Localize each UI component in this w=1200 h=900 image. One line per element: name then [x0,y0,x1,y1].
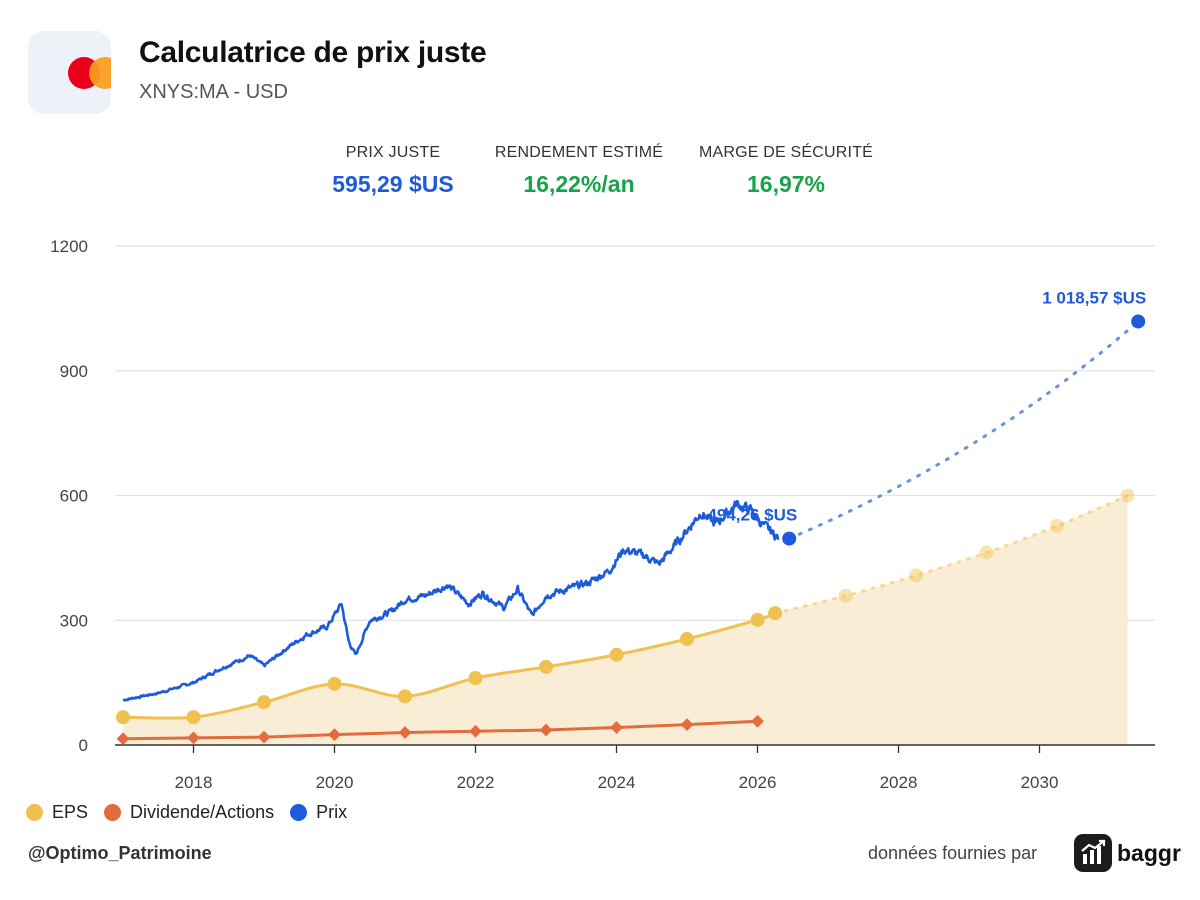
eps-point [186,710,201,725]
eps-point [468,671,483,686]
y-tick-label: 1200 [50,237,88,256]
price-target-label: 1 018,57 $US [1042,288,1146,307]
metric-label: PRIX JUSTE [345,144,441,161]
price-line [122,499,780,702]
data-source-text: données fournies par [868,843,1038,863]
x-tick-label: 2024 [598,773,636,792]
y-tick-label: 0 [79,736,88,755]
eps-point [609,647,624,662]
eps-projected-point [979,545,994,560]
eps-area [123,495,1128,745]
metric-label: MARGE DE SÉCURITÉ [698,144,874,161]
price-current-point [782,531,797,546]
price-projected-line [787,319,1140,541]
chart-legend: EPS Dividende/Actions Prix [26,802,363,823]
x-tick-label: 2026 [739,773,777,792]
eps-projected-point [1050,518,1065,533]
legend-dot [104,804,122,821]
x-tick-label: 2018 [175,773,213,792]
eps-projected-point [838,588,853,603]
metric-fair-price: PRIX JUSTE 595,29 $US [318,144,468,198]
legend-item-dividend[interactable]: Dividende/Actions [104,802,274,823]
author-handle[interactable]: @Optimo_Patrimoine [28,843,212,863]
metric-estimated-yield: RENDEMENT ESTIMÉ 16,22%/an [485,144,673,198]
metric-label: RENDEMENT ESTIMÉ [494,144,664,161]
x-tick-label: 2030 [1021,773,1059,792]
metric-value: 16,22%/an [523,171,635,197]
x-tick-label: 2028 [880,773,918,792]
bar-chart-icon[interactable] [1074,834,1112,872]
eps-point [539,659,553,674]
legend-label: Dividende/Actions [130,802,275,822]
eps-point [750,612,765,627]
eps-projected-line [773,494,1130,615]
brand-name[interactable]: baggr [1117,840,1181,866]
legend-label: Prix [316,802,348,822]
legend-dot [26,804,43,821]
eps-point [257,695,271,710]
eps-point [327,676,342,691]
company-logo [28,31,111,114]
eps-point [768,606,783,621]
y-tick-label: 900 [60,362,88,381]
eps-point [398,689,412,704]
legend-dot [290,804,308,821]
eps-projected-point [909,568,924,583]
metric-value: 16,97% [746,171,825,197]
legend-label: EPS [52,802,89,822]
eps-point [680,631,694,646]
mastercard-logo-icon [68,57,111,89]
legend-item-eps[interactable]: EPS [26,802,88,823]
metric-safety-margin: MARGE DE SÉCURITÉ 16,97% [690,144,882,198]
x-tick-label: 2022 [457,773,495,792]
y-tick-label: 300 [60,611,88,630]
price-current-label: 494,26 $US [707,506,797,525]
metric-value: 595,29 $US [332,171,454,197]
dividend-line [122,719,758,741]
x-tick-label: 2020 [316,773,354,792]
page-title: Calculatrice de prix juste [139,36,487,69]
ticker-subtitle: XNYS:MA - USD [139,81,288,103]
y-tick-label: 600 [60,487,88,506]
eps-point [116,710,130,725]
price-target-point [1131,314,1146,329]
legend-item-price[interactable]: Prix [290,802,347,823]
eps-projected-point [1120,488,1135,503]
